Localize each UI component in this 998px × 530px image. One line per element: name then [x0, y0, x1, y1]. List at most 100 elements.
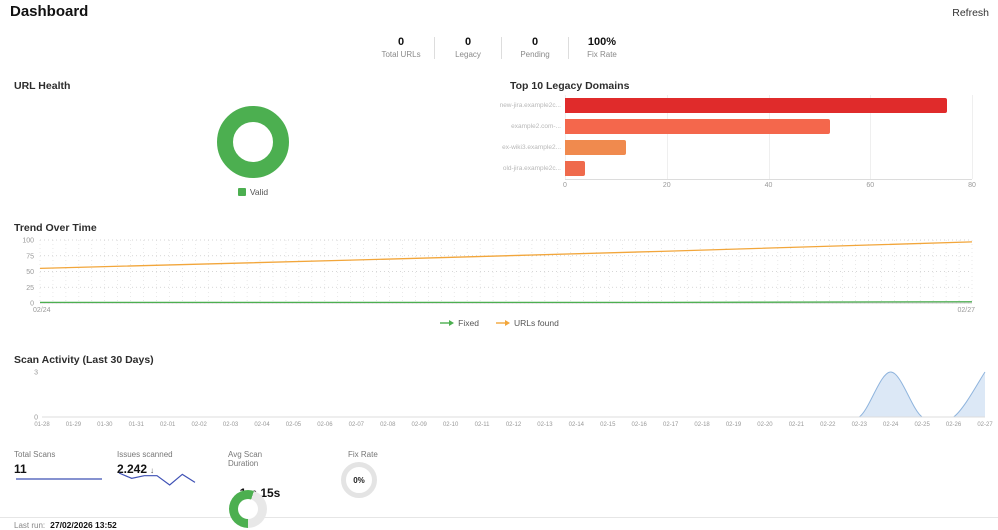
line-marker-icon — [495, 320, 510, 326]
stat-total-urls: 0 Total URLs — [368, 36, 434, 59]
stat-label: Legacy — [455, 50, 481, 59]
divider — [568, 36, 569, 59]
svg-text:02-06: 02-06 — [317, 422, 333, 428]
bar — [565, 161, 586, 176]
svg-text:02-12: 02-12 — [506, 422, 522, 428]
kpi-fix-rate: Fix Rate — [348, 450, 392, 459]
divider — [501, 36, 502, 59]
total-scans-sparkline — [16, 478, 102, 480]
kpi-total-scans: Total Scans 11 — [14, 450, 104, 476]
bar-category-label: old-jira.example2c... — [502, 165, 561, 172]
bar — [565, 98, 947, 113]
axis-tick-label: 0 — [563, 182, 567, 189]
svg-text:02-01: 02-01 — [160, 422, 176, 428]
stat-label: Fix Rate — [587, 50, 617, 59]
svg-text:02-23: 02-23 — [852, 422, 868, 428]
svg-text:0: 0 — [34, 415, 38, 422]
bar-category-label: new-jira.example2c... — [499, 102, 561, 109]
last-run-value: 27/02/2026 13:52 — [50, 520, 117, 530]
legacy-domains-bar-chart: 0 20 40 60 80 new-jira.example2c... example2.c… — [470, 92, 982, 196]
avg-duration-gauge — [229, 490, 267, 528]
gridline — [768, 95, 770, 179]
divider — [434, 36, 435, 59]
svg-text:02-05: 02-05 — [286, 422, 302, 428]
stat-label: Pending — [520, 50, 550, 59]
footer-divider — [0, 517, 998, 518]
scan-activity-area-chart: 0 3 01-28 01-29 01-30 01-31 02-01 02-02 02-03 02-… — [34, 370, 993, 429]
svg-text:02-07: 02-07 — [349, 422, 365, 428]
last-run: Last run: 27/02/2026 13:52 — [14, 520, 117, 530]
stat-legacy: 0 Legacy — [435, 36, 501, 59]
svg-text:02/24: 02/24 — [33, 307, 51, 314]
svg-text:02-16: 02-16 — [632, 422, 648, 428]
legend-label: Fixed — [458, 318, 479, 328]
svg-text:02-24: 02-24 — [883, 422, 899, 428]
kpi-label: Total Scans — [14, 450, 56, 459]
svg-text:02-14: 02-14 — [569, 422, 585, 428]
svg-text:02-13: 02-13 — [537, 422, 553, 428]
trend-line-chart: 0 25 50 75 100 02/24 02/27 — [22, 238, 975, 315]
last-run-label: Last run: — [14, 521, 46, 530]
fix-rate-gauge: 0% — [341, 462, 377, 498]
gridline — [666, 95, 668, 179]
trend-down-arrow-icon: ↓ — [150, 466, 155, 475]
stat-pending: 0 Pending — [502, 36, 568, 59]
stat-value: 100% — [587, 36, 617, 48]
legend-item-urls-found[interactable]: URLs found — [495, 318, 559, 328]
svg-text:02-17: 02-17 — [663, 422, 679, 428]
page-title: Dashboard — [10, 3, 89, 20]
svg-text:100: 100 — [22, 238, 34, 245]
svg-text:02-09: 02-09 — [412, 422, 428, 428]
svg-text:02-19: 02-19 — [726, 422, 742, 428]
bar-category-label: ex-wiki3.example2... — [502, 144, 561, 151]
trend-title: Trend Over Time — [14, 222, 97, 234]
kpi-issues-scanned: Issues scanned 2.242 ↓ — [117, 450, 199, 476]
svg-text:75: 75 — [26, 253, 34, 260]
scan-activity-title: Scan Activity (Last 30 Days) — [14, 354, 154, 366]
url-health-title: URL Health — [14, 80, 71, 92]
svg-text:02-10: 02-10 — [443, 422, 459, 428]
bar-category-label: example2.com-... — [511, 123, 561, 130]
svg-text:01-28: 01-28 — [34, 422, 50, 428]
axis-line — [565, 179, 972, 180]
svg-text:02-20: 02-20 — [757, 422, 773, 428]
legend-label: URLs found — [513, 318, 559, 328]
svg-text:01-29: 01-29 — [66, 422, 82, 428]
legacy-domains-title: Top 10 Legacy Domains — [510, 80, 630, 92]
gridline — [972, 95, 973, 179]
gridline — [565, 95, 566, 179]
stat-value: 0 — [531, 36, 539, 48]
svg-text:02-27: 02-27 — [977, 422, 993, 428]
svg-text:02-11: 02-11 — [475, 422, 491, 428]
svg-text:50: 50 — [26, 269, 34, 276]
bar — [565, 119, 830, 134]
url-health-legend[interactable]: Valid — [207, 187, 299, 197]
svg-text:25: 25 — [26, 285, 34, 292]
refresh-button[interactable]: Refresh — [952, 7, 989, 19]
legend-label-valid: Valid — [249, 187, 269, 197]
legend-swatch-valid — [237, 188, 246, 196]
issues-scanned-sparkline — [118, 472, 196, 486]
axis-tick-label: 40 — [764, 182, 773, 189]
kpi-label: Fix Rate — [348, 450, 378, 459]
svg-text:02-04: 02-04 — [254, 422, 270, 428]
bar — [565, 140, 627, 155]
svg-text:3: 3 — [34, 370, 38, 377]
svg-text:02-22: 02-22 — [820, 422, 836, 428]
fix-rate-value: 0% — [353, 475, 365, 485]
kpi-label: Issues scanned — [117, 450, 173, 459]
svg-text:02-02: 02-02 — [191, 422, 207, 428]
svg-text:02/27: 02/27 — [957, 307, 975, 314]
trend-legend: Fixed URLs found — [0, 318, 998, 328]
axis-tick-label: 80 — [968, 182, 976, 189]
summary-stats: 0 Total URLs 0 Legacy 0 Pending 100% Fix… — [368, 36, 635, 59]
svg-text:02-26: 02-26 — [946, 422, 962, 428]
svg-text:02-08: 02-08 — [380, 422, 396, 428]
line-marker-icon — [440, 320, 455, 326]
stat-label: Total URLs — [381, 50, 421, 59]
kpi-value: 11 — [14, 462, 27, 476]
url-health-donut-chart — [217, 106, 289, 178]
legend-item-fixed[interactable]: Fixed — [439, 318, 479, 328]
svg-text:02-21: 02-21 — [789, 422, 805, 428]
